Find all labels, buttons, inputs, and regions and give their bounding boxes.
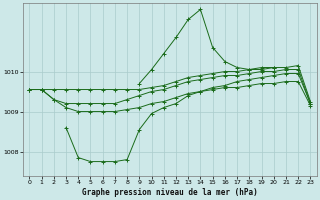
X-axis label: Graphe pression niveau de la mer (hPa): Graphe pression niveau de la mer (hPa) [82,188,258,197]
